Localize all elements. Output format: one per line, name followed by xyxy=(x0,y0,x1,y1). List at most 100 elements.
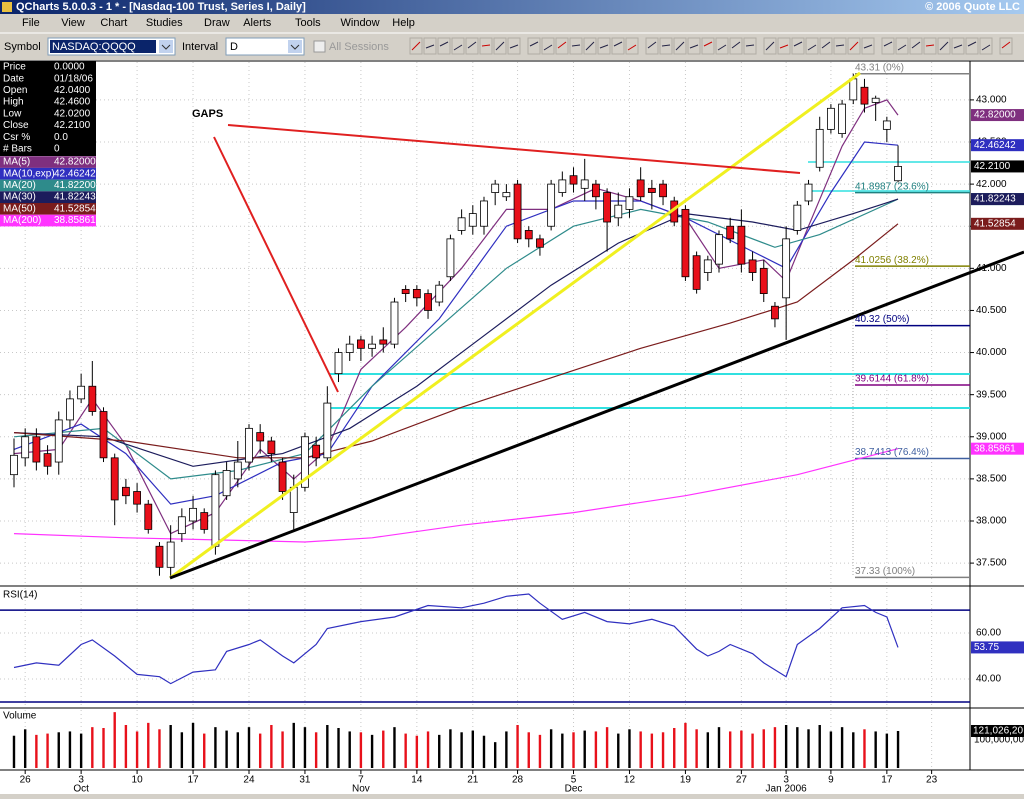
tool-glyph xyxy=(981,44,991,51)
y-tick-label: 38.000 xyxy=(976,516,1007,527)
volume-bar xyxy=(516,725,519,768)
volume-bar xyxy=(57,732,60,768)
info-ma-name: MA(30) xyxy=(3,192,36,203)
tool-button[interactable] xyxy=(527,37,541,55)
menu-item[interactable]: Alerts xyxy=(243,17,272,29)
tool-glyph xyxy=(849,41,859,51)
toolbar-icons xyxy=(409,37,1013,55)
volume-bar xyxy=(863,729,866,768)
tool-button[interactable] xyxy=(701,37,715,55)
x-tick-label: 5 xyxy=(571,775,577,786)
tool-button[interactable] xyxy=(965,37,979,55)
candle-body xyxy=(233,461,242,480)
volume-bar xyxy=(281,731,284,768)
tool-glyph xyxy=(717,44,727,51)
volume-bar xyxy=(650,733,654,768)
candle-body xyxy=(849,78,858,101)
menu-item[interactable]: Tools xyxy=(295,17,321,29)
month-label: Oct xyxy=(73,784,89,794)
x-tick-label: 3 xyxy=(78,775,84,786)
tool-button[interactable] xyxy=(909,37,923,55)
candle-body xyxy=(43,453,52,467)
tool-button[interactable] xyxy=(729,37,743,55)
tool-button[interactable] xyxy=(805,37,819,55)
candle-body xyxy=(804,183,813,202)
tool-button[interactable] xyxy=(465,37,479,55)
dropdown-button[interactable] xyxy=(159,40,173,53)
value-tag-label: 121,026,20 xyxy=(973,726,1023,737)
candle-body xyxy=(32,436,41,463)
info-ma-value: 38.85861 xyxy=(54,215,96,226)
candle-body xyxy=(401,288,410,295)
tool-button[interactable] xyxy=(819,37,833,55)
volume-bar xyxy=(337,728,340,768)
y-tick-label: 38.500 xyxy=(976,474,1007,485)
volume-bar xyxy=(874,731,877,768)
candle-body xyxy=(468,213,477,227)
info-label: Price xyxy=(3,62,26,73)
panel-title: Volume xyxy=(3,711,37,722)
volume-bar xyxy=(79,733,83,768)
candle-body xyxy=(815,128,824,168)
candle-body xyxy=(54,419,63,463)
tool-button[interactable] xyxy=(999,37,1013,55)
menu-item[interactable]: Window xyxy=(341,17,380,29)
dropdown-button[interactable] xyxy=(288,40,302,53)
info-ma-name: MA(50) xyxy=(3,203,36,214)
tool-button[interactable] xyxy=(611,37,625,55)
tool-button[interactable] xyxy=(451,37,465,55)
tool-button[interactable] xyxy=(437,37,451,55)
volume-bar xyxy=(225,730,228,768)
candle-body xyxy=(379,339,388,345)
tool-button[interactable] xyxy=(895,37,909,55)
tool-glyph xyxy=(647,41,657,49)
candle-body xyxy=(636,179,645,198)
tool-button[interactable] xyxy=(979,37,993,55)
menu-item[interactable]: File xyxy=(22,17,40,29)
checkbox[interactable] xyxy=(313,40,326,53)
menu-item[interactable]: Chart xyxy=(100,17,127,29)
menu-bar: File View Chart Studies Draw Alerts Tools Windo… xyxy=(22,17,415,29)
volume-bar xyxy=(382,730,385,768)
volume-bar xyxy=(35,734,38,768)
candle-body xyxy=(110,457,119,501)
info-ma-name: MA(5) xyxy=(3,157,30,168)
panel-frames xyxy=(0,60,1024,771)
symbol-highlight xyxy=(50,40,156,53)
volume-bar xyxy=(147,722,150,768)
tool-button[interactable] xyxy=(881,37,895,55)
x-tick-label: 14 xyxy=(411,775,423,786)
fib-label: 40.32 (50%) xyxy=(855,314,909,325)
tool-button[interactable] xyxy=(541,37,555,55)
volume-bar xyxy=(673,728,676,768)
info-label: Date xyxy=(3,73,25,84)
volume-bar xyxy=(236,732,239,768)
y-tick-label: 40.00 xyxy=(976,674,1001,685)
info-ma-value: 41.82200 xyxy=(54,180,96,191)
tool-glyph xyxy=(779,44,789,49)
tool-button[interactable] xyxy=(715,37,729,55)
candle-body xyxy=(737,225,746,265)
symbol-value: NASDAQ:QQQQ xyxy=(52,41,136,53)
info-ma-background xyxy=(0,156,96,168)
tool-button[interactable] xyxy=(555,37,569,55)
candle-body xyxy=(99,411,108,459)
tool-button[interactable] xyxy=(625,37,639,55)
interval-select[interactable] xyxy=(225,37,305,56)
y-tick-label: 40.000 xyxy=(976,347,1007,358)
tool-glyph xyxy=(689,44,699,49)
month-label: Jan 2006 xyxy=(766,784,808,794)
menu-item[interactable]: Draw xyxy=(204,17,230,29)
info-label: High xyxy=(3,97,24,108)
candle-body xyxy=(345,343,354,353)
menu-item[interactable]: Studies xyxy=(146,17,183,29)
info-ma-value: 41.52854 xyxy=(54,203,96,214)
menu-item[interactable]: View xyxy=(61,17,85,29)
menu-item[interactable]: Help xyxy=(392,17,415,29)
tool-glyph xyxy=(897,44,907,51)
candle-body xyxy=(66,398,74,421)
tool-button[interactable] xyxy=(645,37,659,55)
volume-bar xyxy=(258,733,262,768)
tool-button[interactable] xyxy=(791,37,805,55)
tool-glyph xyxy=(925,44,935,47)
